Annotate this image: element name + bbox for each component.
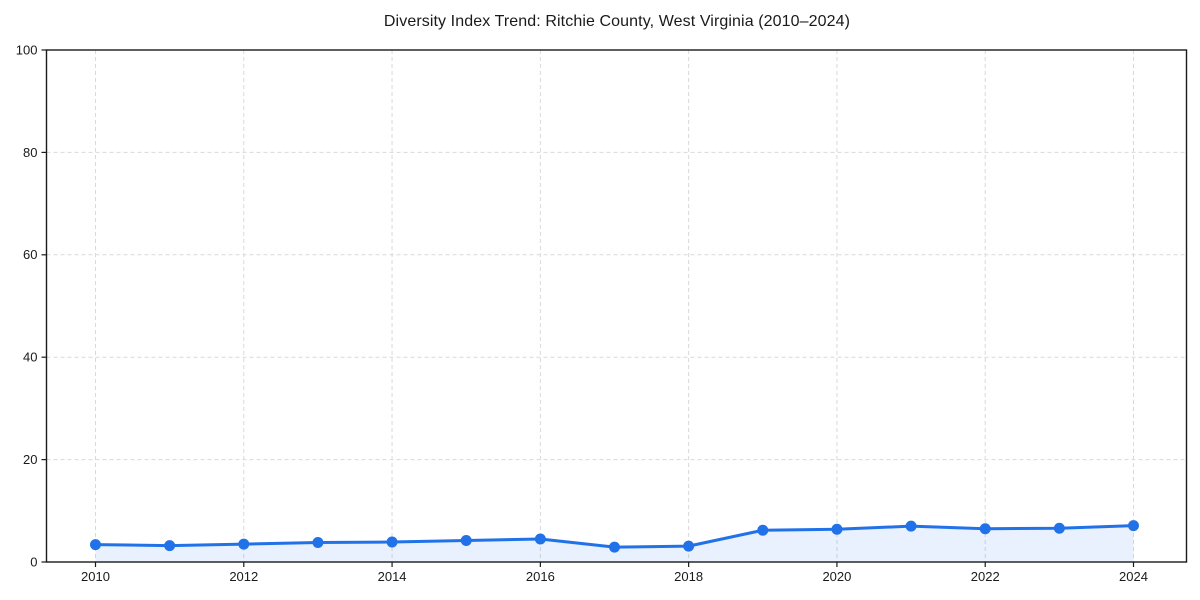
data-point-marker [460,534,472,546]
data-point-marker [609,541,620,553]
data-point-marker [1053,522,1065,534]
data-point-marker [831,523,843,535]
x-tick-label: 2010 [81,569,110,584]
y-tick-label: 60 [23,247,37,262]
data-point-marker [979,523,991,535]
data-point-marker [683,540,695,552]
data-point-marker [312,537,324,549]
data-point-marker [905,520,917,532]
data-point-marker [164,540,176,552]
x-tick-label: 2024 [1119,569,1148,584]
y-tick-label: 0 [30,554,37,569]
x-tick-label: 2016 [526,569,555,584]
data-point-marker [757,524,769,536]
x-tick-label: 2014 [378,569,407,584]
data-point-marker [534,533,546,545]
series-area-fill [95,525,1134,562]
x-tick-label: 2022 [971,569,1000,584]
data-point-marker [386,536,398,548]
chart-title: Diversity Index Trend: Ritchie County, W… [383,13,851,30]
plot-border [45,49,1188,563]
y-tick-label: 80 [23,145,37,160]
x-tick-label: 2018 [674,569,703,584]
y-tick-label: 100 [16,42,38,57]
y-tick-label: 20 [23,452,37,467]
data-point-marker [1128,520,1139,532]
y-tick-label: 40 [23,350,37,365]
x-tick-label: 2020 [822,569,851,584]
data-point-marker [90,539,101,551]
x-tick-label: 2012 [229,569,258,584]
data-point-marker [238,538,250,550]
